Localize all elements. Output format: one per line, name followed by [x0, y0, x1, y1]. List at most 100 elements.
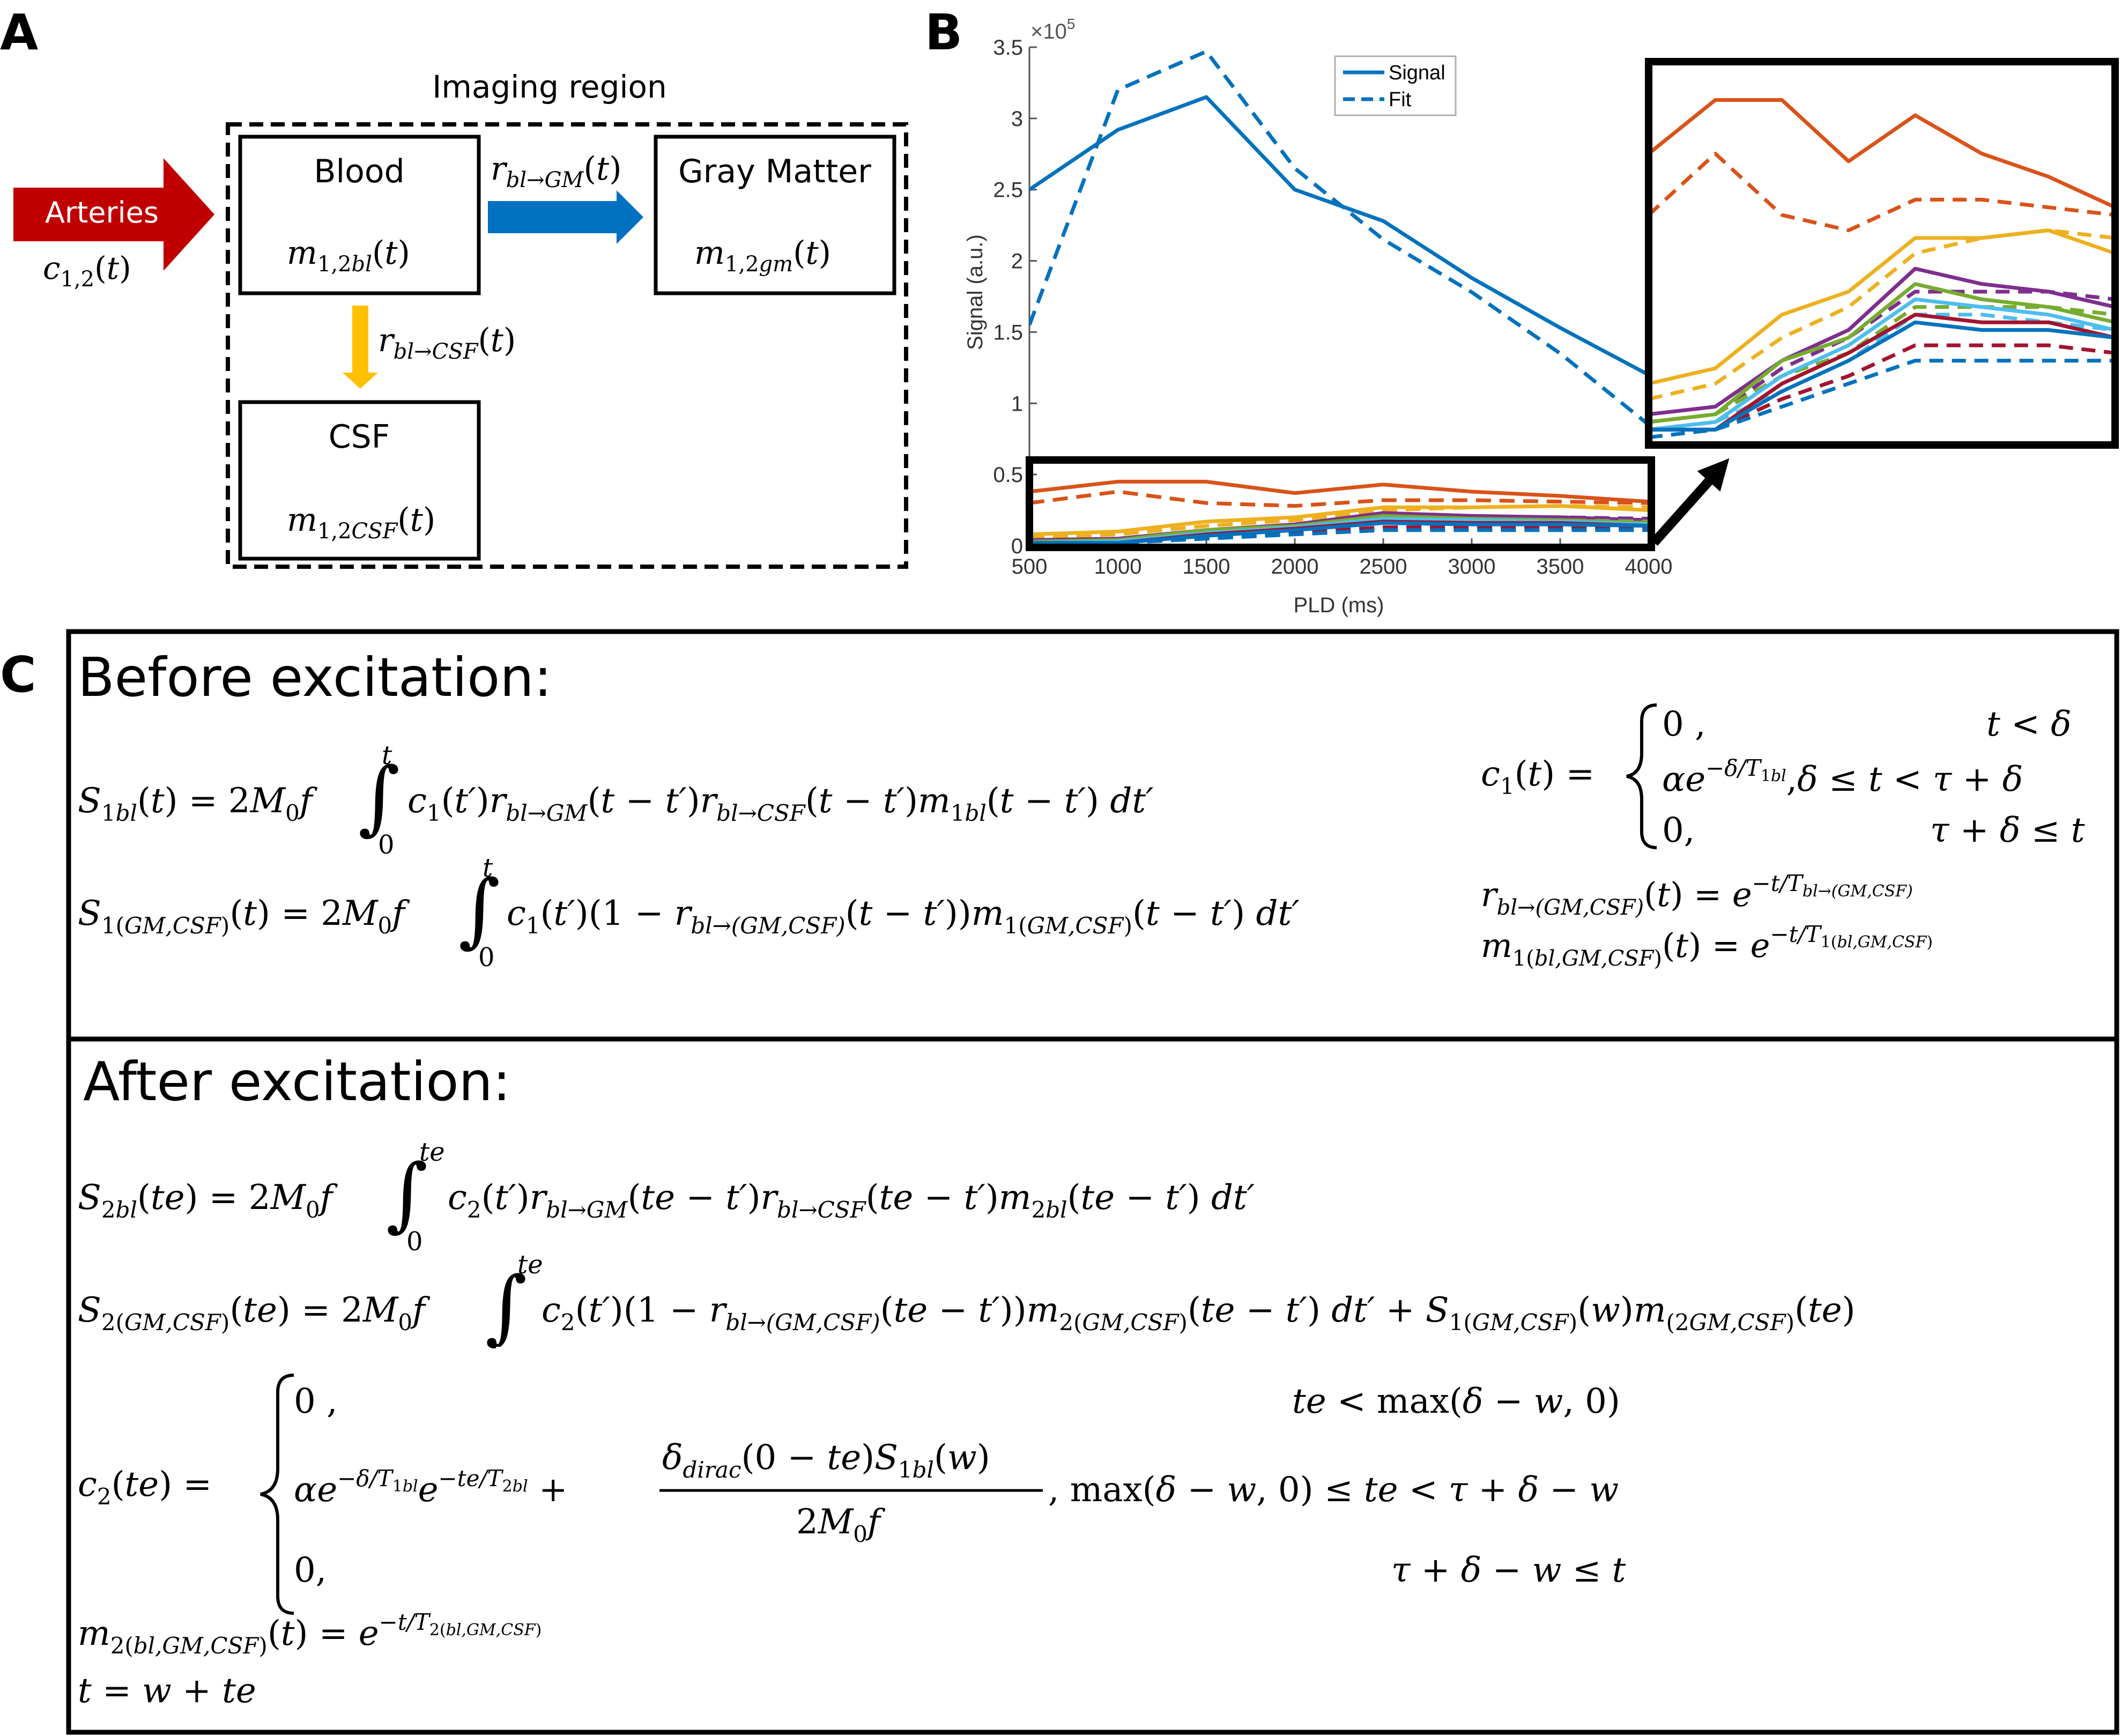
inset-series [1649, 98, 2115, 440]
svg-text:rbl→(GM,CSF)(t) = e−t/Tbl→(GM: rbl→(GM,CSF)(t) = e−t/Tbl→(GM,CSF) [1481, 870, 1913, 920]
panel-c: C Before excitation: S1bl(t) = 2M0f ∫ t … [0, 629, 2119, 1735]
y-tick-label: 1 [1011, 392, 1023, 416]
imaging-region-label: Imaging region [432, 69, 667, 105]
svg-text:c2(te) =: c2(te) = [78, 1465, 212, 1510]
svg-text:te < max(δ − w, 0): te < max(δ − w, 0) [1292, 1382, 1620, 1421]
series-line-15 [1029, 528, 1649, 546]
zoom-region-box [1026, 456, 1655, 551]
svg-text:0: 0 [406, 1227, 423, 1257]
inset-series-line-9 [1649, 305, 2115, 424]
blood-title: Blood [314, 153, 404, 190]
panel-label-b: B [925, 4, 962, 61]
after-excitation-box [66, 1036, 2119, 1735]
svg-text:0: 0 [378, 830, 395, 860]
before-side-definitions: rbl→(GM,CSF)(t) = e−t/Tbl→(GM,CSF) m1(bl… [1481, 870, 1933, 971]
svg-text:∫: ∫ [458, 863, 500, 956]
svg-text:S2bl(te) = 2M0f: S2bl(te) = 2M0f [78, 1178, 338, 1223]
svg-text:∫: ∫ [485, 1260, 527, 1353]
before-eq-s1gmcsf: S1(GM,CSF)(t) = 2M0f ∫ t 0 c1(t′)(1 − rb… [78, 853, 1300, 973]
inset-series-line-2 [1649, 98, 2115, 209]
svg-text:0: 0 [478, 943, 495, 973]
blood-to-csf-arrow [343, 306, 378, 389]
x-tick-label: 3500 [1537, 555, 1584, 578]
svg-text:S1(GM,CSF)(t) = 2M0f: S1(GM,CSF)(t) = 2M0f [78, 894, 410, 939]
x-axis-title: PLD (ms) [1294, 593, 1384, 617]
panel-label-c: C [0, 646, 36, 703]
after-m2-definition: m2(bl,GM,CSF)(t) = e−t/T2(bl,GM,CSF) [78, 1609, 542, 1659]
svg-text:t < δ: t < δ [1986, 704, 2072, 744]
svg-text:τ + δ − w ≤ t: τ + δ − w ≤ t [1391, 1550, 1626, 1590]
blood-to-gm-rate: rbl→GM(t) [491, 150, 621, 192]
svg-text:c2(t′)rbl→GM(te − t′)rbl→CSF(t: c2(t′)rbl→GM(te − t′)rbl→CSF(te − t′)m2b… [448, 1178, 1255, 1223]
after-eq-s2bl: S2bl(te) = 2M0f ∫ te 0 c2(t′)rbl→GM(te −… [78, 1137, 1255, 1257]
inset-series-line-10 [1649, 297, 2115, 432]
csf-title: CSF [329, 418, 390, 456]
before-c1-definition: c1(t) = 0 , t < δ αe−δ/T1bl,δ ≤ t < τ + … [1481, 703, 2085, 850]
y-tick-label: 0.5 [993, 463, 1023, 487]
x-tick-label: 3000 [1448, 555, 1496, 578]
y-tick-label: 2.5 [993, 179, 1023, 202]
inset-series-line-14 [1649, 320, 2115, 432]
y-tick-label: 0 [1011, 535, 1023, 558]
x-tick-label: 4000 [1625, 555, 1673, 578]
svg-text:αe−δ/T1ble−te/T2bl +: αe−δ/T1ble−te/T2bl + [294, 1465, 568, 1510]
svg-text:0,: 0, [1662, 811, 1695, 850]
svg-text:m2(bl,GM,CSF)(t) = e−t/T2(bl,: m2(bl,GM,CSF)(t) = e−t/T2(bl,GM,CSF) [78, 1609, 542, 1659]
svg-text:te: te [517, 1250, 543, 1280]
inset-background [1649, 62, 2115, 445]
arteries-arrow [13, 158, 214, 271]
svg-text:0,: 0, [294, 1550, 327, 1590]
before-eq-s1bl: S1bl(t) = 2M0f ∫ t 0 c1(t′)rbl→GM(t − t′… [78, 740, 1154, 860]
x-tick-label: 500 [1012, 555, 1048, 578]
arteries-label: Arteries [45, 196, 159, 229]
panel-b: B 0 0.5 1 1.5 2 2.5 3 3.5 500 1000 1500 2000 2500 300… [925, 4, 2119, 617]
series-line-2 [1029, 479, 1649, 504]
after-t-definition: t = w + te [78, 1671, 256, 1711]
csf-magnetization: m1,2CSF(t) [287, 501, 435, 544]
main-axes: 0 0.5 1 1.5 2 2.5 3 3.5 500 1000 1500 2000 2500 3000 3… [993, 36, 1672, 578]
gray-matter-compartment [654, 135, 896, 295]
legend-fit-label: Fit [1389, 88, 1412, 111]
svg-text:2M0f: 2M0f [796, 1502, 886, 1547]
svg-text:0 ,: 0 , [1662, 704, 1705, 744]
c2-brace [260, 1374, 294, 1615]
svg-text:αe−δ/T1bl,δ ≤ t < τ + δ: αe−δ/T1bl,δ ≤ t < τ + δ [1662, 755, 2023, 799]
svg-text:c1(t′)(1 − rbl→(GM,CSF)(t − t′: c1(t′)(1 − rbl→(GM,CSF)(t − t′))m1(GM,CS… [507, 894, 1300, 939]
x-tick-label: 1000 [1094, 555, 1142, 578]
before-heading: Before excitation: [78, 646, 552, 709]
svg-text:0 ,: 0 , [294, 1382, 337, 1421]
svg-text:te: te [419, 1137, 445, 1167]
series-line-0 [1029, 95, 1649, 377]
panel-a: A Imaging region Arteries c1,2(t) Blood … [0, 4, 908, 569]
x-tick-label: 2500 [1360, 555, 1407, 578]
y-tick-label: 2 [1011, 250, 1023, 273]
gray-matter-magnetization: m1,2gm(t) [694, 234, 831, 277]
y-tick-label: 3 [1011, 107, 1023, 131]
series-line-1 [1029, 49, 1649, 426]
svg-text:c2(t′)(1 − rbl→(GM,CSF)(te − t: c2(t′)(1 − rbl→(GM,CSF)(te − t′))m2(GM,C… [542, 1290, 1856, 1336]
svg-text:S1bl(t) = 2M0f: S1bl(t) = 2M0f [78, 781, 318, 826]
blood-to-csf-rate: rbl→CSF(t) [378, 322, 516, 364]
panel-label-a: A [0, 4, 38, 61]
y-axis-title: Signal (a.u.) [963, 234, 987, 350]
svg-text:c1(t) =: c1(t) = [1481, 754, 1595, 799]
inset-series-line-15 [1649, 359, 2115, 440]
gray-matter-title: Gray Matter [678, 153, 871, 190]
svg-text:t: t [382, 740, 392, 770]
legend-signal-label: Signal [1389, 62, 1445, 84]
x-tick-label: 2000 [1271, 555, 1319, 578]
x-tick-label: 1500 [1183, 555, 1230, 578]
svg-text:S2(GM,CSF)(te) = 2M0f: S2(GM,CSF)(te) = 2M0f [78, 1290, 431, 1336]
svg-text:∫: ∫ [358, 751, 400, 844]
imaging-region-box [226, 122, 908, 569]
y-tick-label: 3.5 [993, 36, 1023, 60]
blood-to-gm-arrow [488, 190, 643, 244]
after-c2-definition: c2(te) = 0 , te < max(δ − w, 0) αe−δ/T1b… [78, 1374, 1626, 1615]
main-series [1029, 49, 1649, 546]
y-exponent-label: ×105 [1030, 16, 1075, 43]
arteries-concentration: c1,2(t) [43, 250, 131, 292]
csf-compartment [238, 400, 481, 561]
series-line-5 [1029, 504, 1649, 539]
svg-text:δdirac(0 − te)S1bl(w): δdirac(0 − te)S1bl(w) [662, 1438, 990, 1483]
